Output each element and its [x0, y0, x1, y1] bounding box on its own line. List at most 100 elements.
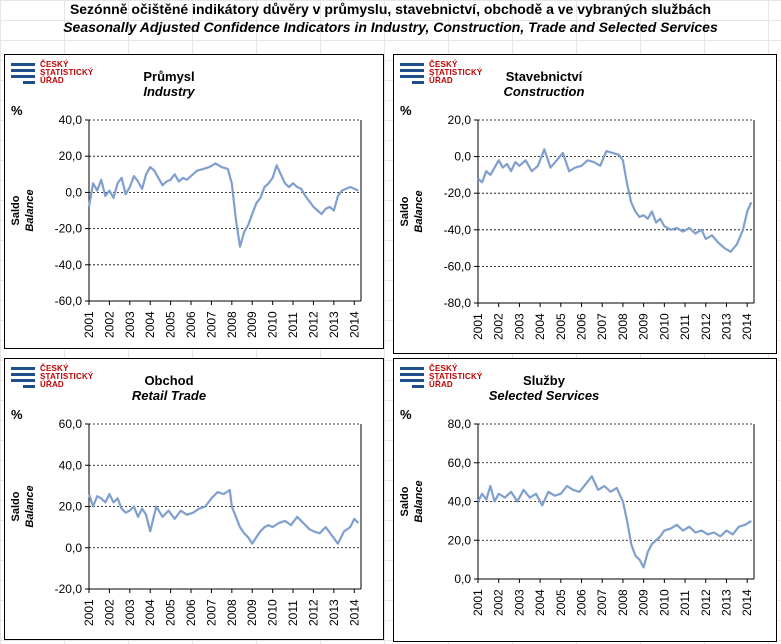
logo-line-1: ČESKÝ — [429, 60, 458, 69]
x-tick-label: 2008 — [616, 313, 630, 340]
x-tick-label: 2011 — [678, 314, 692, 340]
logo-line-1: ČESKÝ — [40, 364, 69, 373]
y-tick-label: 80,0 — [448, 417, 472, 431]
x-tick-label: 2005 — [164, 599, 178, 626]
y-axis-label-english: Balance — [24, 485, 36, 527]
logo-bar — [11, 63, 35, 66]
logo-text: ČESKÝ STATISTICKÝ ÚŘAD — [40, 365, 93, 389]
logo-bar — [23, 81, 35, 84]
x-tick-label: 2007 — [595, 589, 609, 616]
y-tick-label: 40,0 — [59, 113, 83, 127]
x-tick-label: 2009 — [245, 311, 259, 338]
x-tick-label: 2002 — [102, 599, 116, 626]
x-tick-label: 2004 — [533, 589, 547, 616]
x-tick-label: 2012 — [306, 599, 320, 626]
x-tick-label: 2003 — [512, 589, 526, 616]
chart-title-industry: Průmysl Industry — [89, 69, 249, 99]
chart-svg-construction: % Saldo Balance -80,0 -60,0 -40,0 -20,0 0,0 20,0… — [399, 103, 755, 340]
logo-line-3: ÚŘAD — [40, 380, 64, 389]
y-tick-label: -40,0 — [55, 258, 83, 272]
x-tick-label: 2010 — [657, 313, 671, 340]
czso-logo: ČESKÝ STATISTICKÝ ÚŘAD — [11, 61, 121, 91]
y-tick-label: 40,0 — [59, 458, 83, 472]
x-tick-label: 2006 — [575, 313, 589, 340]
y-tick-label: -80,0 — [444, 296, 472, 310]
x-tick-label: 2001 — [82, 599, 96, 626]
x-tick-label: 2009 — [637, 589, 651, 616]
logo-bar — [412, 81, 424, 84]
chart-subtitle-text: Industry — [143, 84, 195, 99]
logo-line-1: ČESKÝ — [429, 364, 458, 373]
logo-line-3: ÚŘAD — [429, 380, 453, 389]
chart-panel-construction: ČESKÝ STATISTICKÝ ÚŘAD Stavebnictví Construc… — [393, 54, 777, 354]
unit-label: % — [400, 103, 412, 118]
series-line-retail-trade — [87, 488, 360, 545]
chart-title-selected-services: Služby Selected Services — [464, 373, 624, 403]
y-axis-label-english: Balance — [413, 480, 425, 522]
logo-bar — [400, 63, 424, 66]
chart-panel-retail-trade: ČESKÝ STATISTICKÝ ÚŘAD Obchod Retail Trade% S… — [4, 358, 384, 640]
chart-title-text: Obchod — [144, 373, 194, 388]
x-tick-label: 2003 — [512, 313, 526, 340]
x-tick-label: 2010 — [657, 589, 671, 616]
x-tick-label: 2014 — [740, 313, 754, 340]
y-axis-label: Saldo — [10, 195, 22, 225]
x-tick-label: 2014 — [347, 599, 361, 626]
x-tick-label: 2010 — [266, 311, 280, 338]
chart-title-text: Průmysl — [143, 69, 195, 84]
x-tick-label: 2002 — [492, 313, 506, 340]
x-tick-label: 2001 — [82, 311, 96, 338]
y-tick-label: -40,0 — [444, 223, 472, 237]
x-tick-label: 2013 — [327, 311, 341, 338]
x-tick-label: 2007 — [204, 311, 218, 338]
x-tick-label: 2007 — [595, 313, 609, 340]
chart-subtitle-text: Selected Services — [488, 388, 600, 403]
y-axis-label: Saldo — [10, 491, 22, 521]
logo-bar — [11, 367, 35, 370]
logo-bar — [412, 385, 424, 388]
logo-bar — [11, 75, 35, 78]
x-tick-label: 2009 — [637, 313, 651, 340]
x-tick-label: 2011 — [286, 312, 300, 338]
logo-bar — [11, 379, 35, 382]
logo-bar — [11, 373, 35, 376]
y-axis-label: Saldo — [399, 486, 411, 516]
x-tick-label: 2013 — [719, 589, 733, 616]
y-tick-label: 20,0 — [59, 149, 83, 163]
x-tick-label: 2003 — [123, 599, 137, 626]
y-tick-label: -60,0 — [55, 294, 83, 308]
x-tick-label: 2002 — [102, 311, 116, 338]
x-tick-label: 2004 — [143, 599, 157, 626]
logo-bar — [23, 385, 35, 388]
logo-text: ČESKÝ STATISTICKÝ ÚŘAD — [429, 365, 482, 389]
logo-bar — [400, 373, 424, 376]
x-tick-label: 2014 — [740, 589, 754, 616]
logo-bar — [400, 69, 424, 72]
logo-text: ČESKÝ STATISTICKÝ ÚŘAD — [429, 61, 482, 85]
logo-line-2: STATISTICKÝ — [429, 68, 483, 77]
x-tick-label: 2003 — [123, 311, 137, 338]
y-tick-label: -20,0 — [444, 186, 472, 200]
chart-svg-selected-services: % Saldo Balance 0,0 20,0 40,0 60,0 80,0 2001 2002… — [399, 407, 755, 616]
x-tick-label: 2006 — [184, 599, 198, 626]
y-axis-label-english: Balance — [413, 190, 425, 232]
x-tick-label: 2001 — [471, 313, 485, 340]
chart-title-text: Služby — [523, 373, 565, 388]
y-axis-label: Saldo — [399, 196, 411, 226]
y-tick-label: 60,0 — [448, 456, 472, 470]
y-tick-label: 20,0 — [448, 533, 472, 547]
czso-logo: ČESKÝ STATISTICKÝ ÚŘAD — [400, 61, 510, 91]
x-tick-label: 2008 — [616, 589, 630, 616]
x-tick-label: 2013 — [719, 313, 733, 340]
chart-title-text: Stavebnictví — [505, 69, 583, 84]
x-tick-label: 2004 — [533, 313, 547, 340]
y-tick-label: 0,0 — [65, 541, 82, 555]
x-tick-label: 2012 — [699, 589, 713, 616]
czso-logo: ČESKÝ STATISTICKÝ ÚŘAD — [400, 365, 510, 395]
y-tick-label: -20,0 — [55, 222, 83, 236]
series-line-selected-services — [477, 475, 752, 569]
logo-line-2: STATISTICKÝ — [40, 372, 94, 381]
x-tick-label: 2007 — [204, 599, 218, 626]
series-line-industry — [87, 162, 359, 248]
logo-line-2: STATISTICKÝ — [429, 372, 483, 381]
